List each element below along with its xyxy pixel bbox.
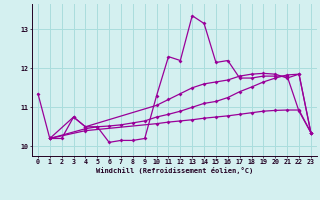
X-axis label: Windchill (Refroidissement éolien,°C): Windchill (Refroidissement éolien,°C) <box>96 167 253 174</box>
